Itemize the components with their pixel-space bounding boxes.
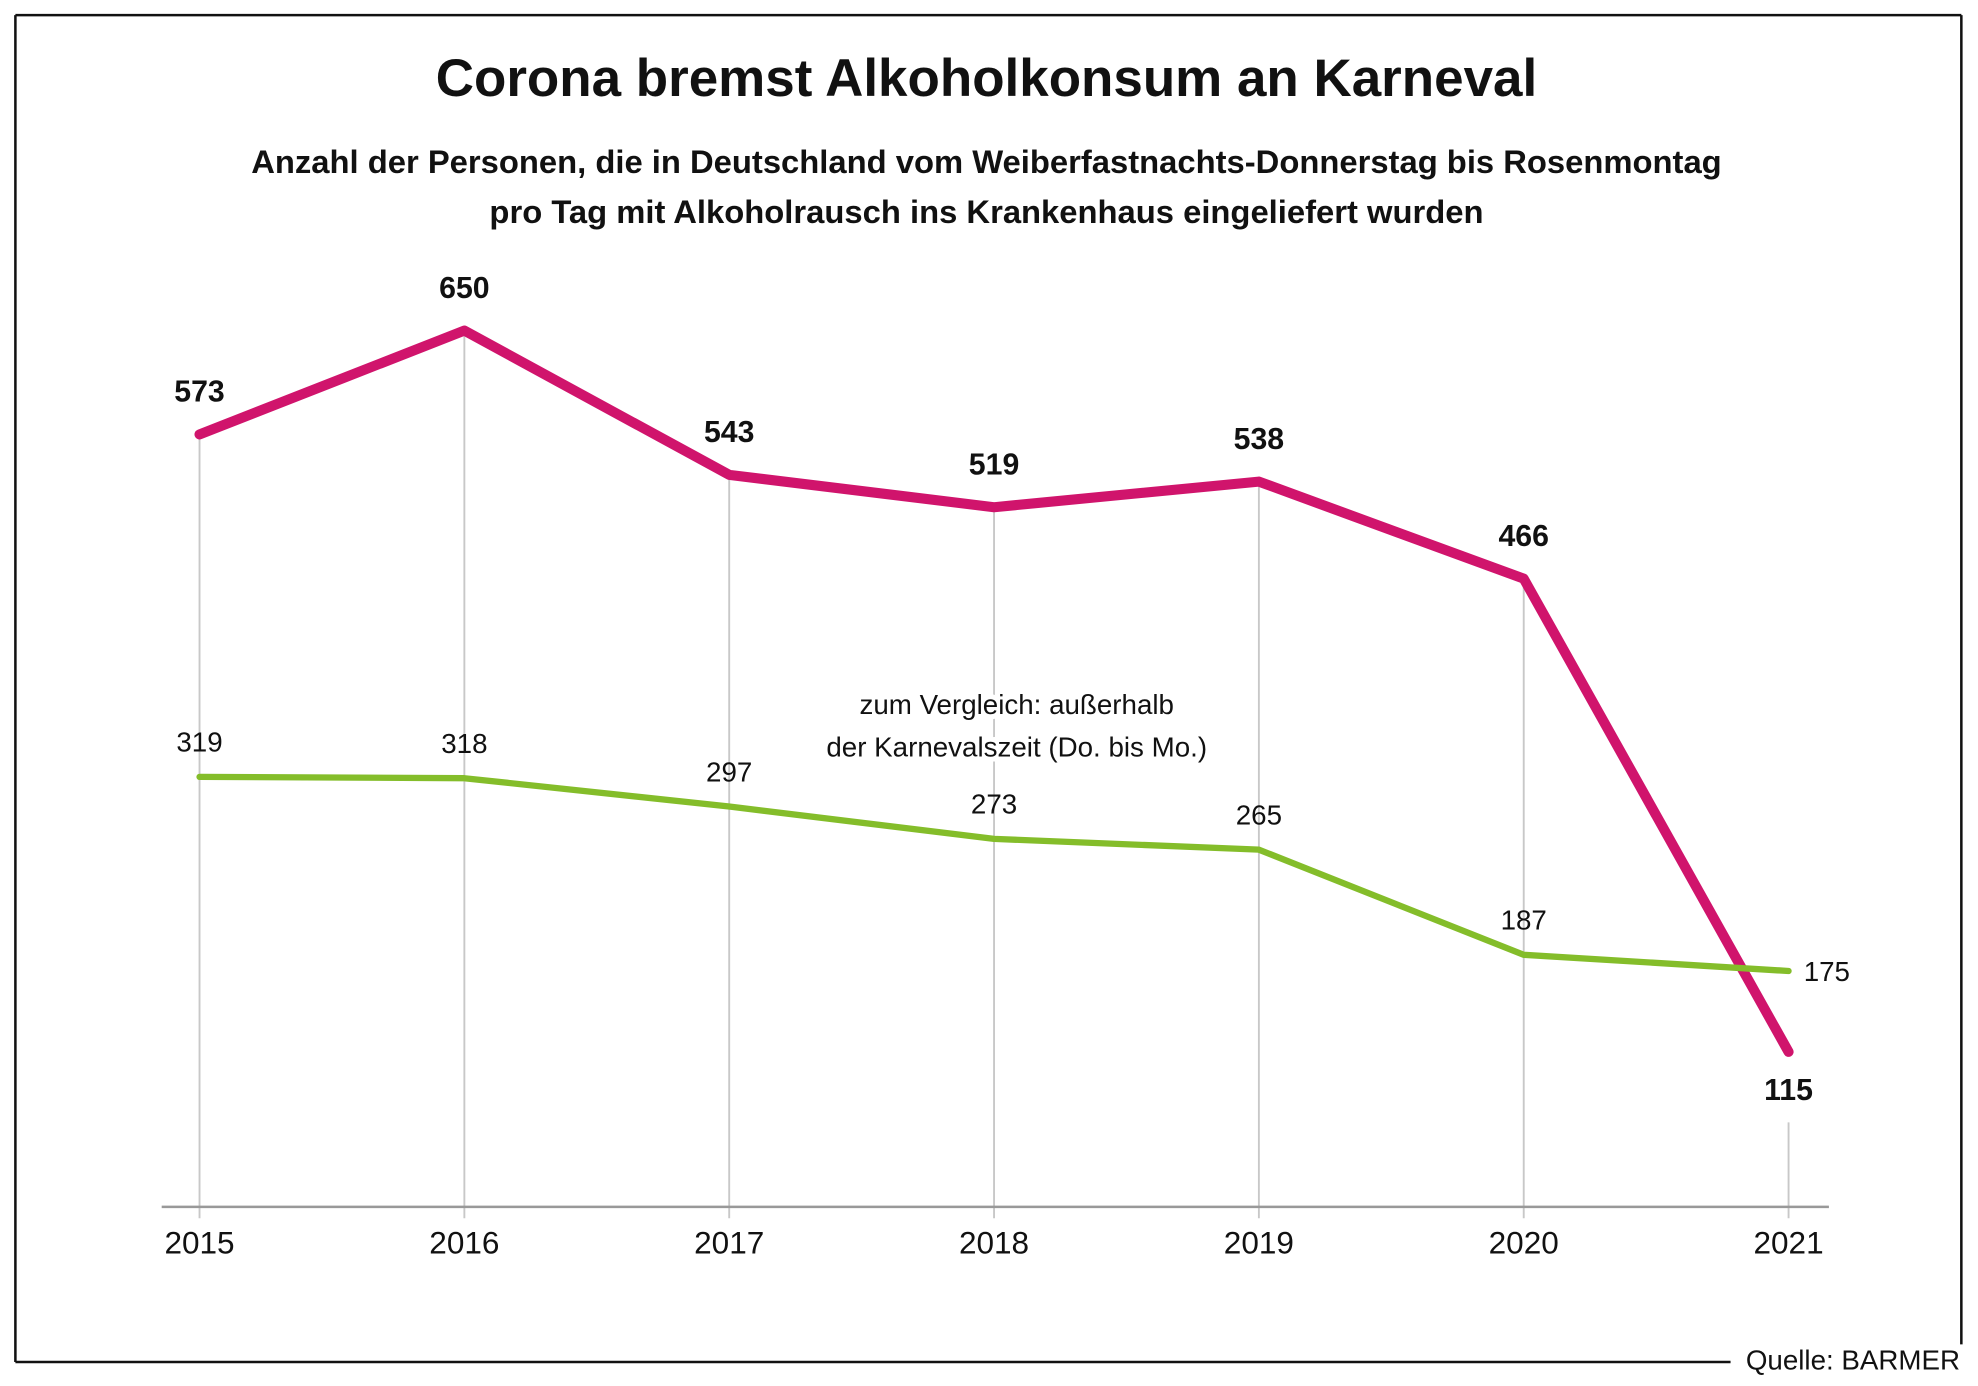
x-tick-label: 2021 [1754, 1225, 1824, 1261]
data-label: 519 [969, 448, 1019, 481]
annotation-line-1: zum Vergleich: außerhalb [859, 689, 1174, 720]
data-label: 318 [441, 728, 487, 759]
source-note: Quelle: BARMER [1746, 1345, 1960, 1376]
x-tick-label: 2019 [1224, 1225, 1294, 1261]
data-label: 573 [174, 376, 224, 409]
annotation-line-2: der Karnevalszeit (Do. bis Mo.) [826, 732, 1207, 763]
x-tick-label: 2015 [164, 1225, 234, 1261]
series-line-1 [194, 325, 1794, 1057]
data-label: 187 [1501, 905, 1547, 936]
chart-subtitle-1: Anzahl der Personen, die in Deutschland … [251, 143, 1721, 180]
x-tick-label: 2017 [694, 1225, 764, 1261]
chart-subtitle-2: pro Tag mit Alkoholrausch ins Krankenhau… [489, 193, 1483, 230]
data-label: 319 [176, 727, 222, 758]
series-line-2 [196, 773, 1792, 975]
chart-title: Corona bremst Alkoholkonsum an Karneval [436, 49, 1537, 108]
data-label: 543 [704, 416, 754, 449]
data-label: 273 [971, 789, 1017, 820]
frame [14, 13, 1963, 1364]
data-label: 650 [439, 272, 489, 305]
data-label: 538 [1234, 423, 1284, 456]
x-tick-label: 2016 [429, 1225, 499, 1261]
x-tick-label: 2020 [1489, 1225, 1559, 1261]
data-label: 175 [1804, 956, 1850, 987]
data-label: 265 [1236, 799, 1282, 830]
data-label: 466 [1498, 520, 1548, 553]
x-tick-label: 2018 [959, 1225, 1029, 1261]
data-label: 297 [706, 756, 752, 787]
data-label: 115 [1764, 1074, 1813, 1107]
